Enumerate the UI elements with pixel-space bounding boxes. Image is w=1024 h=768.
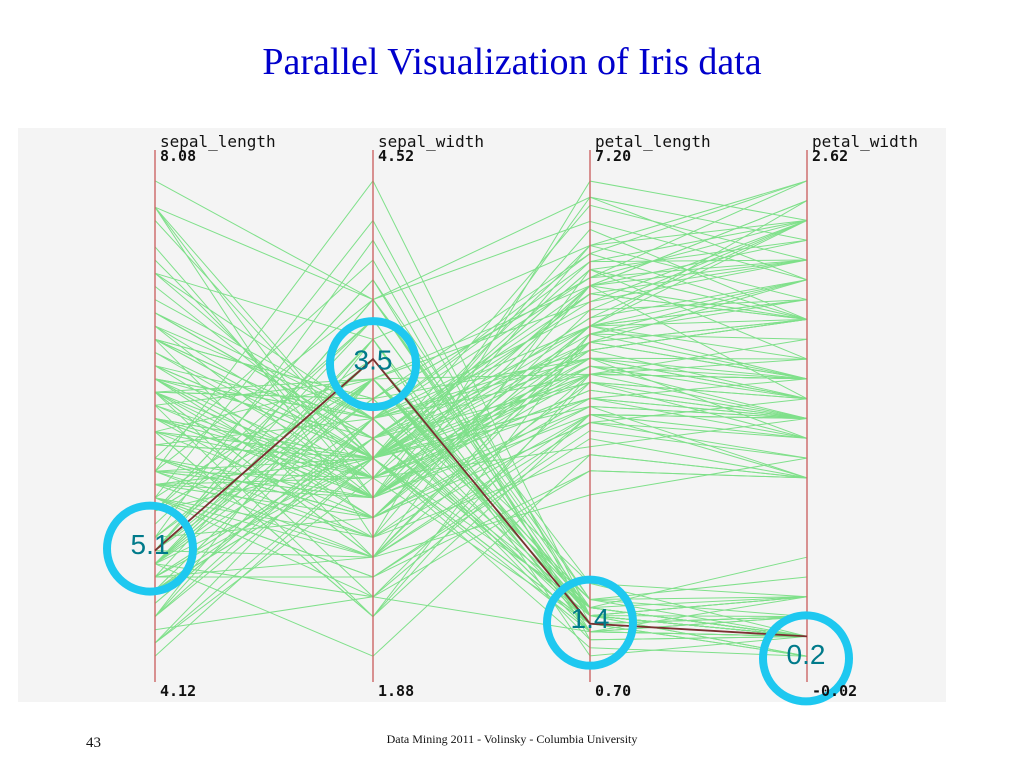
highlight-value-sepal_width: 3.5 xyxy=(354,344,393,375)
axis-min-sepal_width: 1.88 xyxy=(378,682,414,700)
highlight-value-sepal_length: 5.1 xyxy=(131,529,170,560)
axis-min-petal_length: 0.70 xyxy=(595,682,631,700)
record-line-81 xyxy=(154,438,808,578)
record-line-148 xyxy=(154,219,808,406)
record-line-48 xyxy=(154,318,808,637)
page-number: 43 xyxy=(86,735,101,751)
record-line-138 xyxy=(154,318,808,459)
record-lines xyxy=(154,179,808,657)
axis-min-sepal_length: 4.12 xyxy=(160,682,196,700)
record-line-41 xyxy=(154,596,808,633)
record-line-89 xyxy=(154,413,808,558)
record-line-46 xyxy=(154,298,808,637)
record-line-144 xyxy=(154,180,808,400)
axis-name-sepal_width: sepal_width xyxy=(378,132,484,151)
axis-max-sepal_length: 8.08 xyxy=(160,147,196,165)
highlight-circle-petal_length xyxy=(543,575,637,670)
record-line-13 xyxy=(154,457,808,657)
highlighted-record-line xyxy=(154,357,808,638)
record-line-125 xyxy=(154,253,808,420)
record-line-111 xyxy=(154,299,808,519)
record-line-141 xyxy=(154,219,808,439)
record-line-149 xyxy=(154,318,808,459)
record-line-87 xyxy=(154,381,808,598)
slide-footer: Data Mining 2011 - Volinsky - Columbia U… xyxy=(386,732,638,746)
record-line-79 xyxy=(154,454,808,538)
axis-max-sepal_width: 4.52 xyxy=(378,147,414,165)
highlight-value-petal_width: 0.2 xyxy=(787,639,826,670)
axis-name-petal_length: petal_length xyxy=(595,132,711,151)
slide-title: Parallel Visualization of Iris data xyxy=(262,41,762,83)
axis-name-petal_width: petal_width xyxy=(812,132,918,151)
highlighted-record: 5.1 3.5 1.4 0.2 xyxy=(103,317,853,706)
highlight-circle-petal_width xyxy=(759,611,853,706)
record-line-90 xyxy=(154,381,808,538)
record-line-43 xyxy=(154,358,808,609)
record-line-142 xyxy=(154,299,808,519)
axis-name-sepal_length: sepal_length xyxy=(160,132,276,151)
record-line-121 xyxy=(154,279,808,499)
record-line-93 xyxy=(154,470,808,598)
axis-max-petal_length: 7.20 xyxy=(595,147,631,165)
record-line-99 xyxy=(154,405,808,499)
record-line-109 xyxy=(154,180,808,340)
highlight-circle-sepal_width xyxy=(326,317,420,412)
record-line-97 xyxy=(154,389,808,479)
record-line-119 xyxy=(154,333,808,618)
record-line-95 xyxy=(154,397,808,472)
record-line-98 xyxy=(154,457,808,558)
record-line-122 xyxy=(154,196,808,499)
highlight-value-petal_length: 1.4 xyxy=(571,603,610,634)
axis-min-petal_width: -0.02 xyxy=(812,682,857,700)
record-line-147 xyxy=(154,279,808,459)
record-line-131 xyxy=(154,180,808,301)
axis-max-petal_width: 2.62 xyxy=(812,147,848,165)
record-line-137 xyxy=(154,293,808,439)
record-line-140 xyxy=(154,200,808,439)
record-line-42 xyxy=(154,417,808,644)
record-line-129 xyxy=(154,269,808,459)
record-line-146 xyxy=(154,299,808,558)
record-line-134 xyxy=(154,285,808,539)
record-line-100 xyxy=(154,180,808,400)
record-line-117 xyxy=(154,196,808,301)
highlight-circle-sepal_length xyxy=(103,501,197,596)
record-line-135 xyxy=(154,206,808,459)
